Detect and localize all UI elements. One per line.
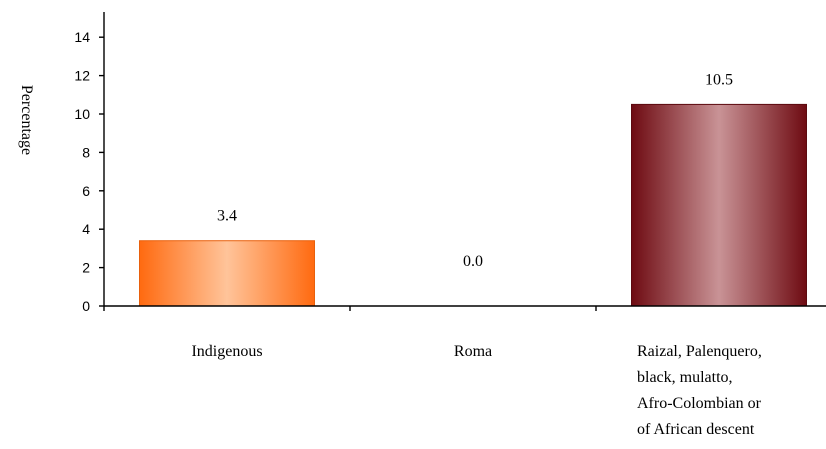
category-label-2-line-1: black, mulatto,: [637, 369, 733, 386]
axes-layer: 0 2 4 6 8 10 12 14: [74, 12, 826, 314]
bar-2: [631, 103, 807, 307]
data-label-0: 3.4: [217, 208, 237, 225]
data-label-2: 10.5: [705, 71, 733, 88]
y-tick-label-4: 4: [82, 221, 90, 237]
category-label-2-line-2: Afro-Colombian or: [637, 395, 762, 412]
y-tick-label-10: 10: [74, 106, 90, 122]
labels-layer: 3.4 Indigenous 0.0 Roma 10.5 Raizal, Palenque…: [191, 71, 761, 438]
y-tick-label-12: 12: [74, 68, 90, 84]
y-tick-label-0: 0: [82, 298, 90, 314]
y-tick-label-14: 14: [74, 29, 90, 45]
y-tick-label-6: 6: [82, 183, 90, 199]
y-tick-label-8: 8: [82, 144, 90, 160]
category-label-2-line-3: of African descent: [637, 421, 755, 438]
bar-0: [139, 240, 315, 307]
bars-layer: [139, 103, 807, 307]
category-label-1-line-0: Roma: [454, 343, 492, 360]
category-label-0-line-0: Indigenous: [191, 343, 262, 360]
y-tick-label-2: 2: [82, 260, 90, 276]
category-label-2-line-0: Raizal, Palenquero,: [637, 343, 762, 360]
y-axis-label: Percentage: [18, 85, 35, 155]
data-label-1: 0.0: [463, 253, 483, 270]
